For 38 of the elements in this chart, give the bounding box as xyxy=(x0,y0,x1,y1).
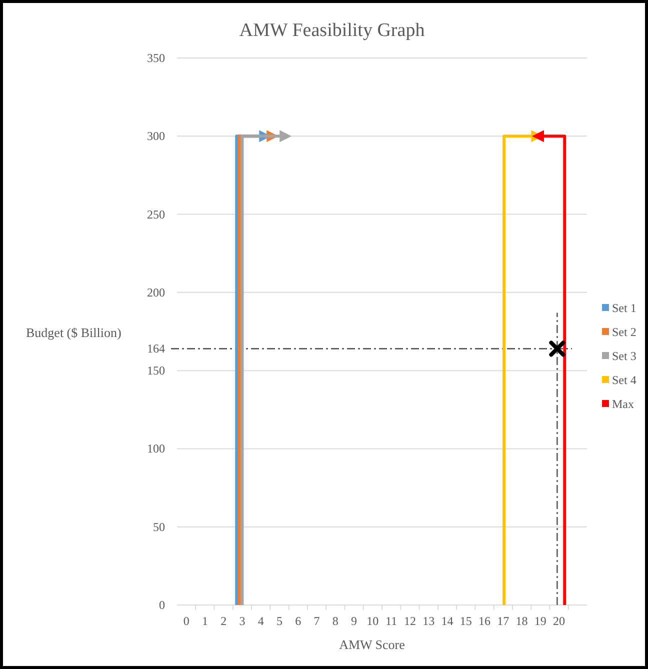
x-tick-label: 11 xyxy=(386,614,398,628)
x-axis-title: AMW Score xyxy=(339,637,406,652)
y-tick-label: 250 xyxy=(147,207,165,222)
chart-title: AMW Feasibility Graph xyxy=(239,20,426,41)
x-tick-label: 20 xyxy=(553,614,566,628)
legend-label: Set 2 xyxy=(612,325,636,339)
y-tick-label: 300 xyxy=(147,129,165,144)
legend-label: Set 3 xyxy=(612,349,636,363)
x-tick-label: 19 xyxy=(534,614,546,628)
x-tick-label: 1 xyxy=(202,614,208,628)
x-tick-label: 5 xyxy=(276,614,282,628)
y-axis-title: Budget ($ Billion) xyxy=(26,325,122,340)
y-tick-label: 50 xyxy=(153,520,165,534)
y-tick-label: 200 xyxy=(147,285,165,300)
x-tick-label: 15 xyxy=(460,614,472,628)
legend-label: Set 4 xyxy=(612,373,636,387)
x-tick-label: 0 xyxy=(183,614,190,628)
y-tick-label: 350 xyxy=(147,51,165,65)
x-tick-label: 2 xyxy=(220,614,227,628)
x-tick-label: 18 xyxy=(516,614,528,628)
legend-label: Max xyxy=(612,397,634,411)
y-tick-label: 150 xyxy=(147,364,165,378)
x-tick-label: 6 xyxy=(295,614,302,628)
x-tick-label: 14 xyxy=(441,614,454,628)
x-tick-label: 12 xyxy=(404,614,416,628)
x-tick-label: 10 xyxy=(366,614,379,628)
legend-label: Set 1 xyxy=(612,301,636,315)
y-tick-label: 100 xyxy=(147,442,165,456)
x-tick-label: 13 xyxy=(422,614,435,628)
x-tick-label: 7 xyxy=(314,614,320,628)
y-tick-label: 0 xyxy=(159,598,165,612)
x-tick-label: 8 xyxy=(332,614,338,628)
x-tick-label: 4 xyxy=(258,614,264,628)
x-tick-label: 3 xyxy=(239,614,246,628)
x-tick-label: 16 xyxy=(478,614,490,628)
ref-line-label: 164 xyxy=(147,342,165,356)
x-tick-label: 9 xyxy=(351,614,358,628)
x-tick-label: 17 xyxy=(497,614,510,628)
